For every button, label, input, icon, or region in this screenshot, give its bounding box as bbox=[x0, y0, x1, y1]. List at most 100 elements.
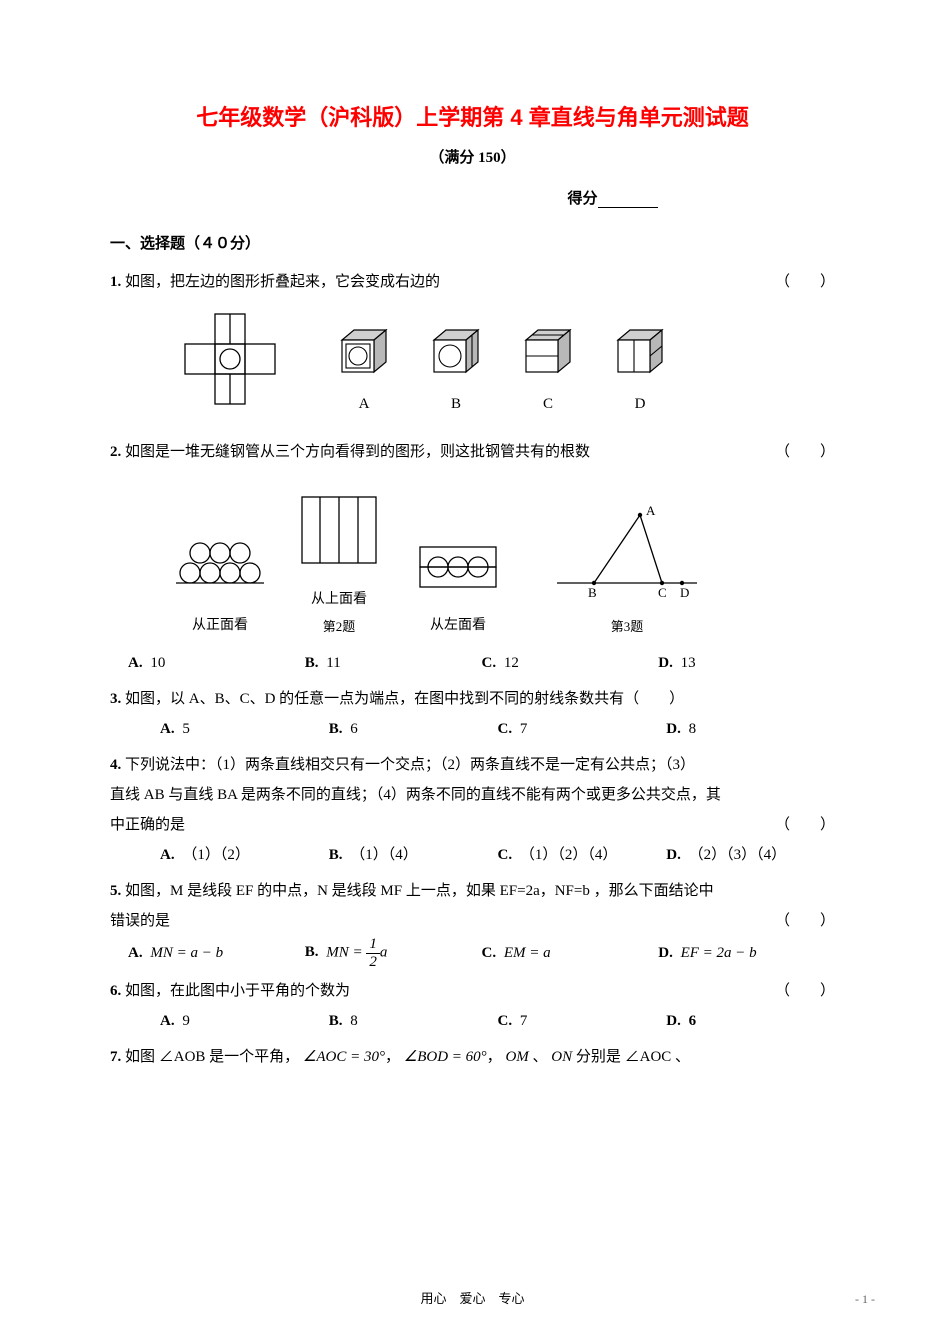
q6-opt-a-v: 9 bbox=[182, 1013, 190, 1029]
q1-cube-a-label: A bbox=[336, 389, 392, 419]
q3-text: 如图，以 A、B、C、D 的任意一点为端点，在图中找到不同的射线条数共有（ ） bbox=[125, 691, 684, 707]
q2-top-view: 从上面看 第2题 bbox=[294, 491, 384, 640]
q2-text: 如图是一堆无缝钢管从三个方向看得到的图形，则这批钢管共有的根数 bbox=[125, 444, 590, 460]
q1-cube-d: D bbox=[612, 326, 668, 419]
q2-front-view: 从正面看 bbox=[170, 537, 270, 640]
q1-text: 如图，把左边的图形折叠起来，它会变成右边的 bbox=[125, 274, 440, 290]
q3-options: A. 5 B. 6 C. 7 D. 8 bbox=[160, 714, 835, 744]
q5-opt-d: EF = 2a − b bbox=[681, 945, 757, 961]
q4-opt-a-v: （1）（2） bbox=[182, 847, 250, 863]
q1-paren: （ ） bbox=[775, 267, 835, 297]
q1-net-figure bbox=[170, 309, 300, 419]
q3-fig-label: 第3题 bbox=[552, 614, 702, 640]
q7-dun: 、 bbox=[529, 1049, 548, 1065]
q5-text1: 如图，M 是线段 EF 的中点，N 是线段 MF 上一点，如果 EF=2a，NF… bbox=[125, 883, 714, 899]
q3-point-a: A bbox=[646, 503, 656, 518]
q3-opt-b-v: 6 bbox=[350, 721, 358, 737]
question-3: 3. 如图，以 A、B、C、D 的任意一点为端点，在图中找到不同的射线条数共有（… bbox=[110, 684, 835, 744]
q6-opt-c-k: C. bbox=[498, 1013, 513, 1029]
q4-text2: 直线 AB 与直线 BA 是两条不同的直线；（4）两条不同的直线不能有两个或更多… bbox=[110, 780, 835, 810]
q3-num: 3. bbox=[110, 691, 121, 707]
q7-tail: 分别是 ∠AOC 、 bbox=[576, 1049, 690, 1065]
q7-aoc: ∠AOC = 30° bbox=[303, 1049, 385, 1065]
q6-opt-b-k: B. bbox=[329, 1013, 343, 1029]
q1-cube-c-label: C bbox=[520, 389, 576, 419]
q2-opt-a-v: 10 bbox=[150, 655, 165, 671]
q4-opt-b-v: （1）（4） bbox=[350, 847, 418, 863]
q1-num: 1. bbox=[110, 274, 121, 290]
q3-opt-a-k: A. bbox=[160, 721, 175, 737]
q7-sep: ， bbox=[385, 1049, 400, 1065]
q5-opt-b-frac: 12 bbox=[366, 936, 380, 970]
q5-num: 5. bbox=[110, 883, 121, 899]
q6-opt-d-k: D. bbox=[666, 1013, 681, 1029]
score-label: 得分 bbox=[567, 191, 597, 207]
question-5: 5. 如图，M 是线段 EF 的中点，N 是线段 MF 上一点，如果 EF=2a… bbox=[110, 876, 835, 970]
q3-opt-c-k: C. bbox=[498, 721, 513, 737]
q1-cube-d-label: D bbox=[612, 389, 668, 419]
q1-cube-c: C bbox=[520, 326, 576, 419]
q1-cube-b-label: B bbox=[428, 389, 484, 419]
q3-opt-b-k: B. bbox=[329, 721, 343, 737]
q7-bod: ∠BOD = 60° bbox=[404, 1049, 487, 1065]
q1-cube-a: A bbox=[336, 326, 392, 419]
q2-opt-c-k: C. bbox=[482, 655, 497, 671]
score-line: 得分 bbox=[110, 187, 835, 208]
q7-text-a: 如图 ∠AOB 是一个平角， bbox=[125, 1049, 299, 1065]
q2-opt-c-v: 12 bbox=[504, 655, 519, 671]
q3-point-c: C bbox=[658, 585, 667, 600]
q2-opt-d-v: 13 bbox=[681, 655, 696, 671]
q2-opt-b-k: B. bbox=[305, 655, 319, 671]
q2-fig-label: 第2题 bbox=[294, 614, 384, 640]
q1-figure-row: A B bbox=[170, 309, 835, 419]
q4-options: A. （1）（2） B. （1）（4） C. （1）（2）（4） D. （2）（… bbox=[160, 840, 835, 870]
q3-point-b: B bbox=[588, 585, 597, 600]
q3-opt-d-k: D. bbox=[666, 721, 681, 737]
q4-opt-d-k: D. bbox=[666, 847, 681, 863]
q2-top-label: 从上面看 bbox=[294, 586, 384, 614]
q5-options: A. MN = a − b B. MN = 12a C. EM = a D. E… bbox=[128, 936, 835, 970]
q6-num: 6. bbox=[110, 983, 121, 999]
q6-text: 如图，在此图中小于平角的个数为 bbox=[125, 983, 350, 999]
q3-opt-c-v: 7 bbox=[520, 721, 528, 737]
subtitle: （满分 150） bbox=[110, 146, 835, 167]
question-6: 6. 如图，在此图中小于平角的个数为 （ ） A. 9 B. 8 C. 7 D.… bbox=[110, 976, 835, 1036]
q1-cube-b: B bbox=[428, 326, 484, 419]
section-heading: 一、选择题（４０分） bbox=[110, 232, 835, 253]
q5-opt-a: MN = a − b bbox=[150, 945, 223, 961]
q4-opt-c-v: （1）（2）（4） bbox=[520, 847, 618, 863]
q5-opt-b-lead: MN = bbox=[326, 944, 366, 960]
q5-paren: （ ） bbox=[775, 906, 835, 936]
q6-options: A. 9 B. 8 C. 7 D. 6 bbox=[160, 1006, 835, 1036]
q4-text1: 下列说法中：（1）两条直线相交只有一个交点；（2）两条直线不是一定有公共点；（3… bbox=[125, 757, 695, 773]
q7-om: OM bbox=[505, 1049, 528, 1065]
q3-figure: A B C D 第3题 bbox=[552, 503, 702, 640]
q4-num: 4. bbox=[110, 757, 121, 773]
q2-paren: （ ） bbox=[775, 437, 835, 467]
q2-figure-row: 从正面看 从上面看 第2题 bbox=[170, 491, 835, 640]
q6-opt-a-k: A. bbox=[160, 1013, 175, 1029]
q3-opt-d-v: 8 bbox=[689, 721, 697, 737]
question-4: 4. 下列说法中：（1）两条直线相交只有一个交点；（2）两条直线不是一定有公共点… bbox=[110, 750, 835, 870]
question-1: 1. 如图，把左边的图形折叠起来，它会变成右边的 （ ） bbox=[110, 267, 835, 419]
q4-opt-b-k: B. bbox=[329, 847, 343, 863]
q2-opt-d-k: D. bbox=[658, 655, 673, 671]
q3-point-d: D bbox=[680, 585, 689, 600]
q6-opt-c-v: 7 bbox=[520, 1013, 528, 1029]
q4-opt-a-k: A. bbox=[160, 847, 175, 863]
q5-text2: 错误的是 bbox=[110, 906, 775, 936]
q7-num: 7. bbox=[110, 1049, 121, 1065]
q2-left-label: 从左面看 bbox=[408, 612, 508, 640]
q5-opt-b-tail: a bbox=[380, 944, 388, 960]
q5-opt-c: EM = a bbox=[504, 945, 551, 961]
q2-options: A. 10 B. 11 C. 12 D. 13 bbox=[128, 648, 835, 678]
q2-opt-a-k: A. bbox=[128, 655, 143, 671]
q6-opt-b-v: 8 bbox=[350, 1013, 358, 1029]
question-7: 7. 如图 ∠AOB 是一个平角， ∠AOC = 30°， ∠BOD = 60°… bbox=[110, 1042, 835, 1072]
score-blank bbox=[598, 207, 658, 208]
q4-opt-c-k: C. bbox=[498, 847, 513, 863]
page-title: 七年级数学（沪科版）上学期第 4 章直线与角单元测试题 bbox=[110, 100, 835, 132]
page: 七年级数学（沪科版）上学期第 4 章直线与角单元测试题 （满分 150） 得分 … bbox=[0, 0, 945, 1337]
q7-sep2: ， bbox=[487, 1049, 502, 1065]
question-2: 2. 如图是一堆无缝钢管从三个方向看得到的图形，则这批钢管共有的根数 （ ） 从… bbox=[110, 437, 835, 678]
